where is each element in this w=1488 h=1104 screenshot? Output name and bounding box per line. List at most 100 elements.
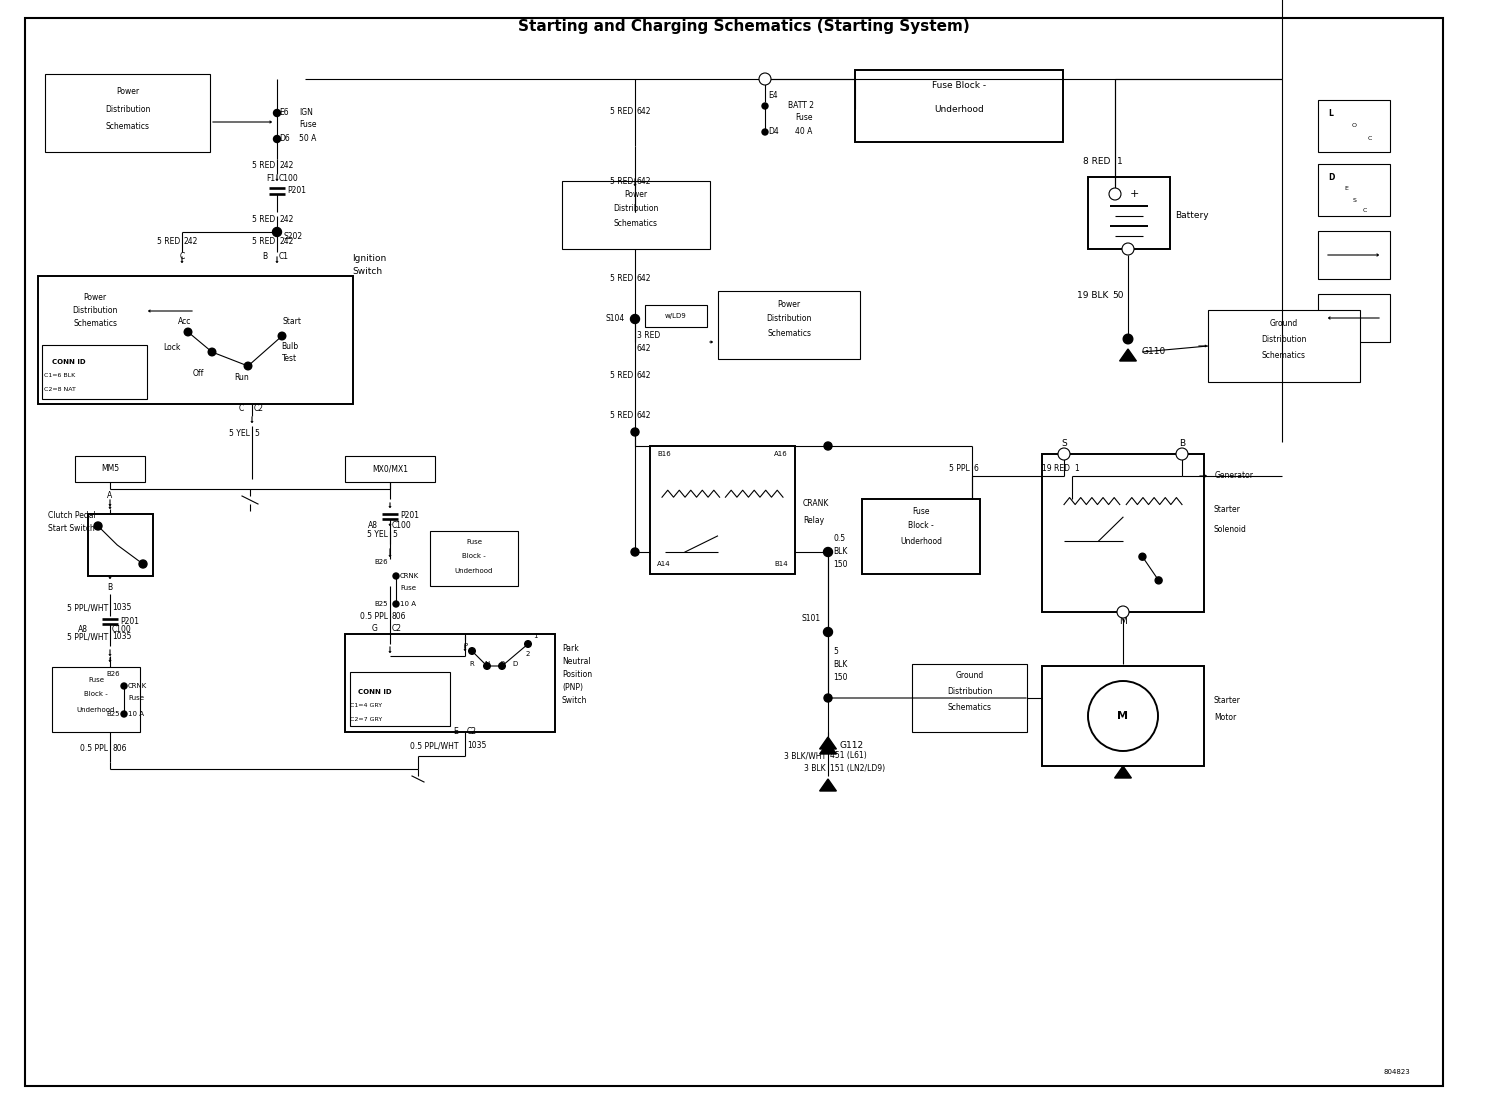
Bar	[345, 456, 434, 482]
Text: 642: 642	[637, 178, 652, 187]
Text: B25: B25	[106, 711, 119, 716]
Polygon shape	[820, 737, 836, 749]
Text: A14: A14	[658, 561, 671, 567]
Text: 1: 1	[533, 633, 537, 639]
Text: (PNP): (PNP)	[562, 683, 583, 692]
Text: Off: Off	[192, 370, 204, 379]
Circle shape	[244, 362, 251, 370]
Text: Generator: Generator	[1216, 471, 1254, 480]
Circle shape	[94, 522, 103, 530]
Text: 10 A: 10 A	[400, 601, 417, 607]
Bar	[1318, 100, 1390, 152]
Text: Block -: Block -	[463, 553, 487, 559]
Text: C2: C2	[391, 625, 402, 634]
Text: 5: 5	[391, 531, 397, 540]
Text: M: M	[1119, 617, 1126, 626]
Text: 3 BLK: 3 BLK	[805, 764, 826, 774]
Text: G110: G110	[1141, 348, 1167, 357]
Text: 5 YEL: 5 YEL	[368, 531, 388, 540]
Text: 50: 50	[1112, 291, 1123, 300]
Text: 642: 642	[637, 372, 652, 381]
Text: 5 PPL/WHT: 5 PPL/WHT	[67, 604, 109, 613]
Text: A8: A8	[368, 521, 378, 531]
Text: Underhood: Underhood	[934, 106, 984, 115]
Circle shape	[121, 683, 126, 689]
Text: Fuse: Fuse	[88, 677, 104, 683]
Text: 5 RED: 5 RED	[156, 237, 180, 246]
Bar	[52, 667, 140, 732]
Text: 0.5 PPL: 0.5 PPL	[80, 744, 109, 754]
Circle shape	[1088, 681, 1158, 751]
Bar	[430, 531, 518, 586]
Text: 5 RED: 5 RED	[251, 215, 275, 224]
Circle shape	[762, 103, 768, 109]
Text: 5 RED: 5 RED	[610, 275, 632, 284]
Text: Schematics: Schematics	[73, 319, 118, 329]
Text: Schematics: Schematics	[106, 123, 149, 131]
Text: D4: D4	[768, 127, 778, 137]
Text: 5 RED: 5 RED	[251, 161, 275, 170]
Circle shape	[138, 560, 147, 567]
Text: 0.5 PPL: 0.5 PPL	[360, 613, 388, 622]
Text: C100: C100	[112, 626, 132, 635]
Text: Park: Park	[562, 645, 579, 654]
Text: 5 RED: 5 RED	[610, 178, 632, 187]
Circle shape	[1155, 577, 1162, 584]
Circle shape	[208, 348, 216, 355]
Circle shape	[185, 328, 192, 336]
Text: Ground: Ground	[1269, 319, 1298, 329]
Text: Block -: Block -	[85, 691, 107, 697]
Circle shape	[525, 640, 531, 647]
Text: Test: Test	[283, 354, 298, 363]
Text: Lock: Lock	[164, 343, 180, 352]
Polygon shape	[820, 742, 836, 754]
Text: C2=7 GRY: C2=7 GRY	[350, 718, 382, 722]
Text: Power: Power	[777, 300, 801, 309]
Bar	[644, 305, 707, 327]
Text: Underhood: Underhood	[77, 707, 115, 713]
Text: 642: 642	[637, 344, 652, 353]
Text: Fuse: Fuse	[400, 585, 417, 591]
Circle shape	[631, 548, 638, 556]
Text: G: G	[372, 625, 378, 634]
Text: B: B	[262, 253, 266, 262]
Polygon shape	[1119, 349, 1137, 361]
Text: w/LD9: w/LD9	[665, 314, 687, 319]
Text: 806: 806	[112, 744, 126, 754]
Text: Power: Power	[116, 87, 138, 96]
Text: 642: 642	[637, 107, 652, 117]
Text: C2: C2	[467, 728, 478, 736]
Text: Starting and Charging Schematics (Starting System): Starting and Charging Schematics (Starti…	[518, 19, 970, 33]
Text: B26: B26	[375, 559, 388, 565]
Text: C100: C100	[391, 521, 412, 531]
Text: Solenoid: Solenoid	[1214, 526, 1247, 534]
Text: Underhood: Underhood	[900, 538, 942, 546]
Circle shape	[823, 548, 832, 556]
Text: E: E	[1344, 187, 1348, 191]
Text: Block -: Block -	[908, 521, 934, 531]
Bar	[1042, 454, 1204, 612]
Text: C1: C1	[280, 253, 289, 262]
Text: P201: P201	[287, 187, 307, 195]
Text: 3 RED: 3 RED	[637, 331, 661, 340]
Bar	[350, 672, 449, 726]
Text: Switch: Switch	[562, 697, 588, 705]
Circle shape	[824, 694, 832, 702]
Text: 5 PPL: 5 PPL	[949, 465, 970, 474]
Text: M: M	[1117, 711, 1128, 721]
Text: S: S	[1353, 199, 1357, 203]
Text: 0.5: 0.5	[833, 534, 845, 543]
Circle shape	[823, 627, 832, 637]
Text: Neutral: Neutral	[562, 658, 591, 667]
Text: Starter: Starter	[1214, 697, 1241, 705]
Text: 642: 642	[637, 412, 652, 421]
Text: 804823: 804823	[1384, 1069, 1411, 1075]
Text: Fuse: Fuse	[795, 114, 812, 123]
Text: 2: 2	[525, 651, 530, 657]
Text: E6: E6	[280, 108, 289, 117]
Bar	[88, 514, 153, 576]
Text: C2: C2	[254, 404, 263, 414]
Text: C100: C100	[280, 174, 299, 183]
Text: 451 (L61): 451 (L61)	[830, 752, 866, 761]
Circle shape	[1109, 188, 1120, 200]
